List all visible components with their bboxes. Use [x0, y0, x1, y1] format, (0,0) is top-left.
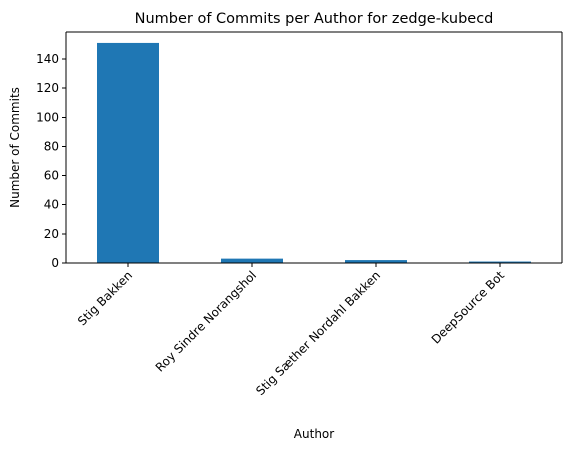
- x-tick-label: DeepSource Bot: [429, 268, 508, 347]
- y-tick-label: 40: [44, 198, 59, 212]
- y-axis-ticks: 0 20 40 60 80 100 120 140: [36, 52, 66, 270]
- chart-title: Number of Commits per Author for zedge-k…: [135, 11, 494, 27]
- y-tick-label: 20: [44, 227, 59, 241]
- bar-2: [221, 258, 283, 263]
- x-tick-label: Stig Sæther Nordahl Bakken: [253, 268, 383, 398]
- y-tick-label: 60: [44, 169, 59, 183]
- bar-1: [97, 42, 159, 264]
- x-axis-label: Author: [294, 427, 334, 441]
- y-axis-label: Number of Commits: [8, 87, 22, 208]
- bar-4: [469, 261, 531, 263]
- x-tick-label: Stig Bakken: [75, 268, 135, 328]
- bars-group: [97, 42, 531, 264]
- y-tick-label: 80: [44, 139, 59, 153]
- y-tick-label: 140: [36, 52, 59, 66]
- bar-3: [345, 260, 407, 263]
- y-tick-label: 120: [36, 81, 59, 95]
- y-tick-label: 100: [36, 110, 59, 124]
- x-tick-label: Roy Sindre Norangshol: [153, 268, 259, 374]
- y-tick-label: 0: [51, 256, 59, 270]
